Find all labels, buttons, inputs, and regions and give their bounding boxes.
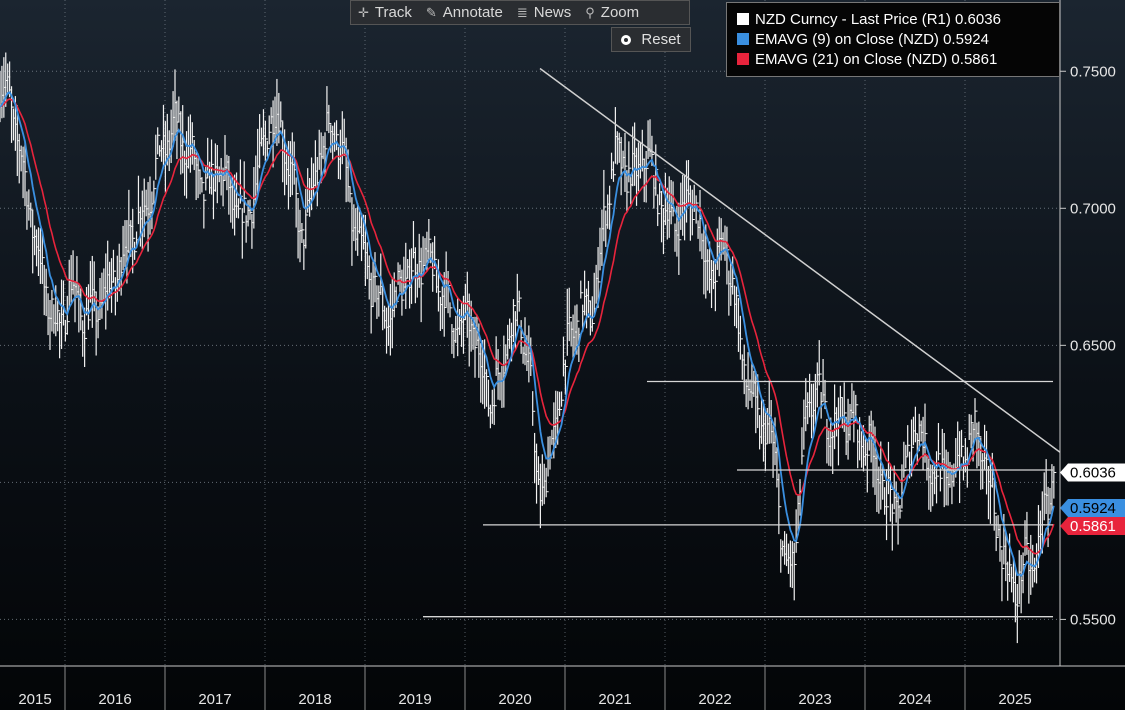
x-tick-label-4: 2019 [398, 691, 431, 708]
x-tick-label-9: 2024 [898, 691, 931, 708]
reset-label: Reset [641, 31, 681, 48]
last-value-tag [1060, 463, 1125, 482]
ema9-line [0, 91, 1055, 577]
x-tick-label-5: 2020 [498, 691, 531, 708]
y-tick-label-3: 0.5500 [1070, 611, 1116, 628]
x-tick-label-6: 2021 [598, 691, 631, 708]
annotate-label: Annotate [442, 4, 503, 21]
crosshair-icon: ✛ [358, 4, 369, 20]
magnifier-icon: ⚲ [585, 4, 595, 20]
x-tick-label-3: 2018 [298, 691, 331, 708]
chart-legend: NZD Curncy - Last Price (R1) 0.6036 EMAV… [726, 2, 1060, 77]
legend-swatch-price [737, 13, 749, 25]
last-value-text: 0.5924 [1070, 500, 1116, 517]
last-value-tag [1060, 517, 1125, 535]
legend-item-ema9[interactable]: EMAVG (9) on Close (NZD) 0.5924 [737, 29, 1059, 49]
last-value-label-2: 0.5861 [1060, 517, 1125, 535]
y-tick-label-1: 0.7000 [1070, 200, 1116, 217]
chart-toolbar: ✛ Track ✎ Annotate ≣ News ⚲ Zoom [350, 0, 690, 25]
last-value-tag [1060, 499, 1125, 517]
legend-swatch-ema9 [737, 33, 749, 45]
trendline [539, 67, 1061, 453]
last-value-label-1: 0.5924 [1060, 499, 1125, 517]
zoom-label: Zoom [600, 4, 640, 21]
y-tick-label-2: 0.6500 [1070, 337, 1116, 354]
reset-button[interactable]: Reset [611, 27, 691, 52]
legend-label-ema9: EMAVG (9) on Close (NZD) 0.5924 [755, 30, 989, 48]
reset-dot-icon [621, 34, 632, 45]
news-button[interactable]: ≣ News [510, 1, 578, 24]
legend-item-price[interactable]: NZD Curncy - Last Price (R1) 0.6036 [737, 9, 1059, 29]
x-tick-label-2: 2017 [198, 691, 231, 708]
track-label: Track [374, 4, 412, 21]
news-label: News [533, 4, 572, 21]
ema21-line [0, 98, 1055, 555]
x-tick-label-8: 2023 [798, 691, 831, 708]
last-value-text: 0.6036 [1070, 465, 1116, 482]
annotate-button[interactable]: ✎ Annotate [419, 1, 510, 24]
x-tick-label-10: 2025 [998, 691, 1031, 708]
legend-swatch-ema21 [737, 53, 749, 65]
x-tick-label-1: 2016 [98, 691, 131, 708]
track-button[interactable]: ✛ Track [351, 1, 419, 24]
x-tick-label-0: 2015 [18, 691, 51, 708]
price-bars [0, 52, 1057, 644]
pencil-icon: ✎ [425, 4, 437, 20]
legend-label-ema21: EMAVG (21) on Close (NZD) 0.5861 [755, 50, 998, 68]
x-tick-label-7: 2022 [698, 691, 731, 708]
y-tick-label-0: 0.7500 [1070, 63, 1116, 80]
legend-label-price: NZD Curncy - Last Price (R1) 0.6036 [755, 10, 1001, 28]
legend-item-ema21[interactable]: EMAVG (21) on Close (NZD) 0.5861 [737, 49, 1059, 69]
zoom-button[interactable]: ⚲ Zoom [578, 1, 646, 24]
news-icon: ≣ [516, 4, 528, 20]
last-value-text: 0.5861 [1070, 518, 1116, 535]
last-value-label-0: 0.6036 [1060, 463, 1125, 482]
